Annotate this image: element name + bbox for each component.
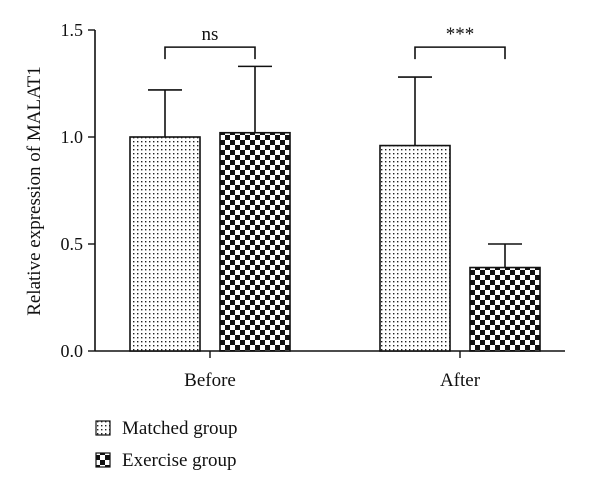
- y-tick-label: 0.0: [61, 341, 84, 361]
- legend-label: Matched group: [122, 418, 238, 439]
- bar: [129, 136, 201, 352]
- x-category-label: Before: [184, 370, 236, 391]
- y-tick-label: 1.0: [61, 127, 84, 147]
- x-category-label: After: [440, 370, 481, 391]
- legend-swatch: [95, 452, 111, 468]
- y-tick-label: 0.5: [61, 234, 84, 254]
- bar: [219, 131, 291, 352]
- bar: [469, 266, 541, 352]
- significance-label: ***: [446, 24, 475, 45]
- y-tick-label: 1.5: [61, 20, 84, 40]
- y-axis-title: Relative expression of MALAT1: [24, 66, 45, 316]
- significance-label: ns: [202, 24, 219, 45]
- legend-label: Exercise group: [122, 450, 236, 471]
- bar: [379, 144, 451, 352]
- significance-bracket: [414, 46, 506, 60]
- legend-swatch: [95, 420, 111, 436]
- significance-bracket: [164, 46, 256, 60]
